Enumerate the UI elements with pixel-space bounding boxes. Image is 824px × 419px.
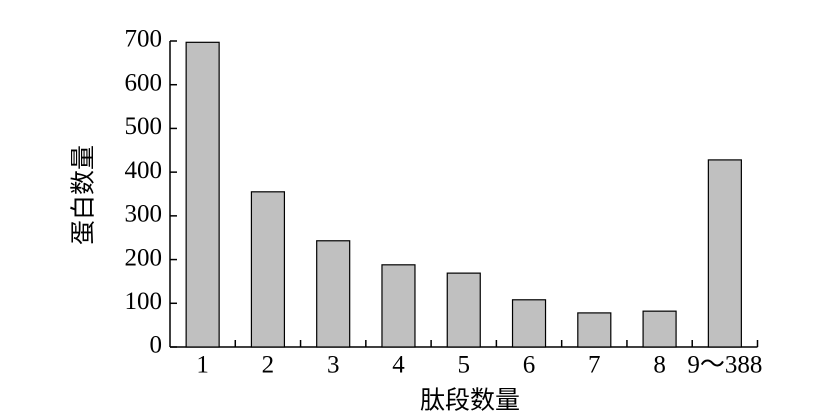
bar <box>577 312 612 348</box>
x-tick-label: 1 <box>196 352 209 379</box>
x-tick-label: 4 <box>392 352 405 379</box>
y-tick-label: 100 <box>125 288 163 315</box>
x-axis-label: 肽段数量 <box>420 387 520 415</box>
bar <box>250 191 286 348</box>
x-tick-label: 3 <box>327 352 340 379</box>
bar <box>446 272 481 348</box>
x-tick-label: 6 <box>523 352 536 379</box>
bar <box>707 159 742 348</box>
y-tick-label: 200 <box>125 244 163 271</box>
bar <box>511 299 547 348</box>
x-tick-label: 9～388 <box>687 352 762 379</box>
bar <box>316 240 351 348</box>
x-tick-label: 5 <box>458 352 471 379</box>
y-tick-label: 0 <box>150 332 163 359</box>
y-tick-label: 700 <box>125 26 163 53</box>
y-tick-label: 300 <box>125 201 163 228</box>
bar <box>185 41 220 348</box>
y-tick-label: 600 <box>125 69 163 96</box>
y-tick-label: 500 <box>125 113 163 140</box>
y-tick-label: 400 <box>125 157 163 184</box>
x-tick-label: 8 <box>653 352 666 379</box>
y-axis-label: 蛋白数量 <box>70 145 98 245</box>
x-tick-label: 7 <box>588 352 601 379</box>
bar <box>381 264 416 348</box>
bar <box>642 310 677 348</box>
x-tick-label: 2 <box>262 352 275 379</box>
